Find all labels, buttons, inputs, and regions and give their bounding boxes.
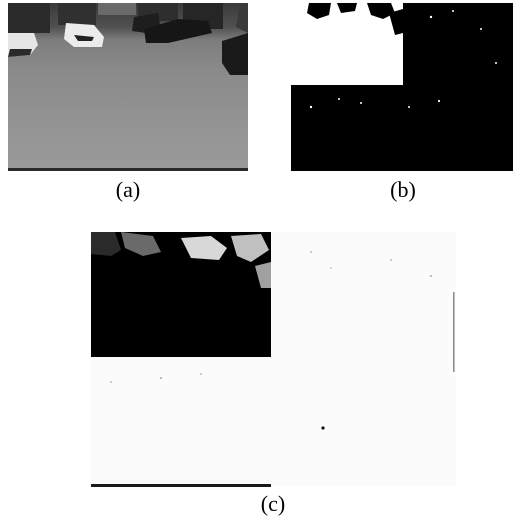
panel-c-composite [91,232,456,487]
caption-c: (c) [260,491,286,516]
binary-mask-image [291,3,513,171]
caption-a: (a) [115,177,141,202]
composite-mask-image [91,232,456,487]
panel-a-photo [8,3,248,171]
panel-b-mask [291,3,513,171]
floor-shoes-photo [8,3,248,75]
caption-b: (b) [390,177,416,202]
